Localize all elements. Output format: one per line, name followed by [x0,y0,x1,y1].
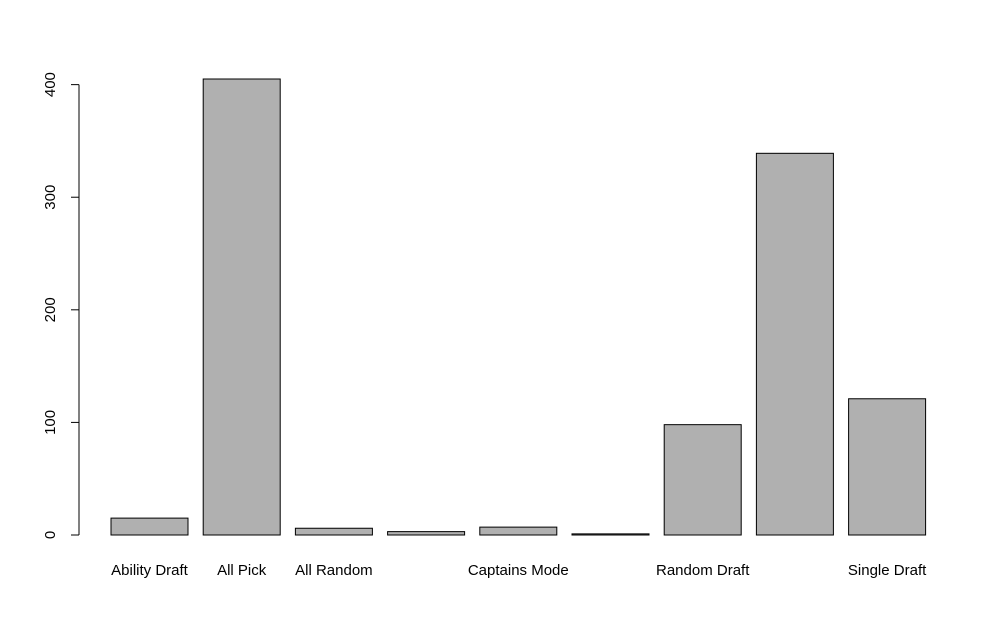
bar [848,398,927,536]
x-category-label: All Random [295,562,373,579]
y-tick-label: 300 [42,185,59,210]
bar [663,424,742,536]
y-tick-label: 100 [42,410,59,435]
x-category-label: Single Draft [848,562,927,579]
y-tick-label: 400 [42,72,59,97]
bar [294,527,373,536]
bar [202,78,281,536]
bar [387,531,466,536]
x-category-label: All Pick [217,562,267,579]
x-category-label: Ability Draft [111,562,189,579]
y-tick-label: 200 [42,297,59,322]
x-category-label: Random Draft [656,562,750,579]
x-category-label: Captains Mode [468,562,569,579]
bar [479,526,558,536]
y-tick-label: 0 [42,531,59,539]
bar [110,517,189,536]
bars-group [110,78,927,536]
bar [571,533,650,536]
bar [755,152,834,536]
x-axis-labels: Ability Draft All Pick All Random Captains … [111,562,927,579]
y-axis: 0 100 200 300 400 [42,72,80,539]
